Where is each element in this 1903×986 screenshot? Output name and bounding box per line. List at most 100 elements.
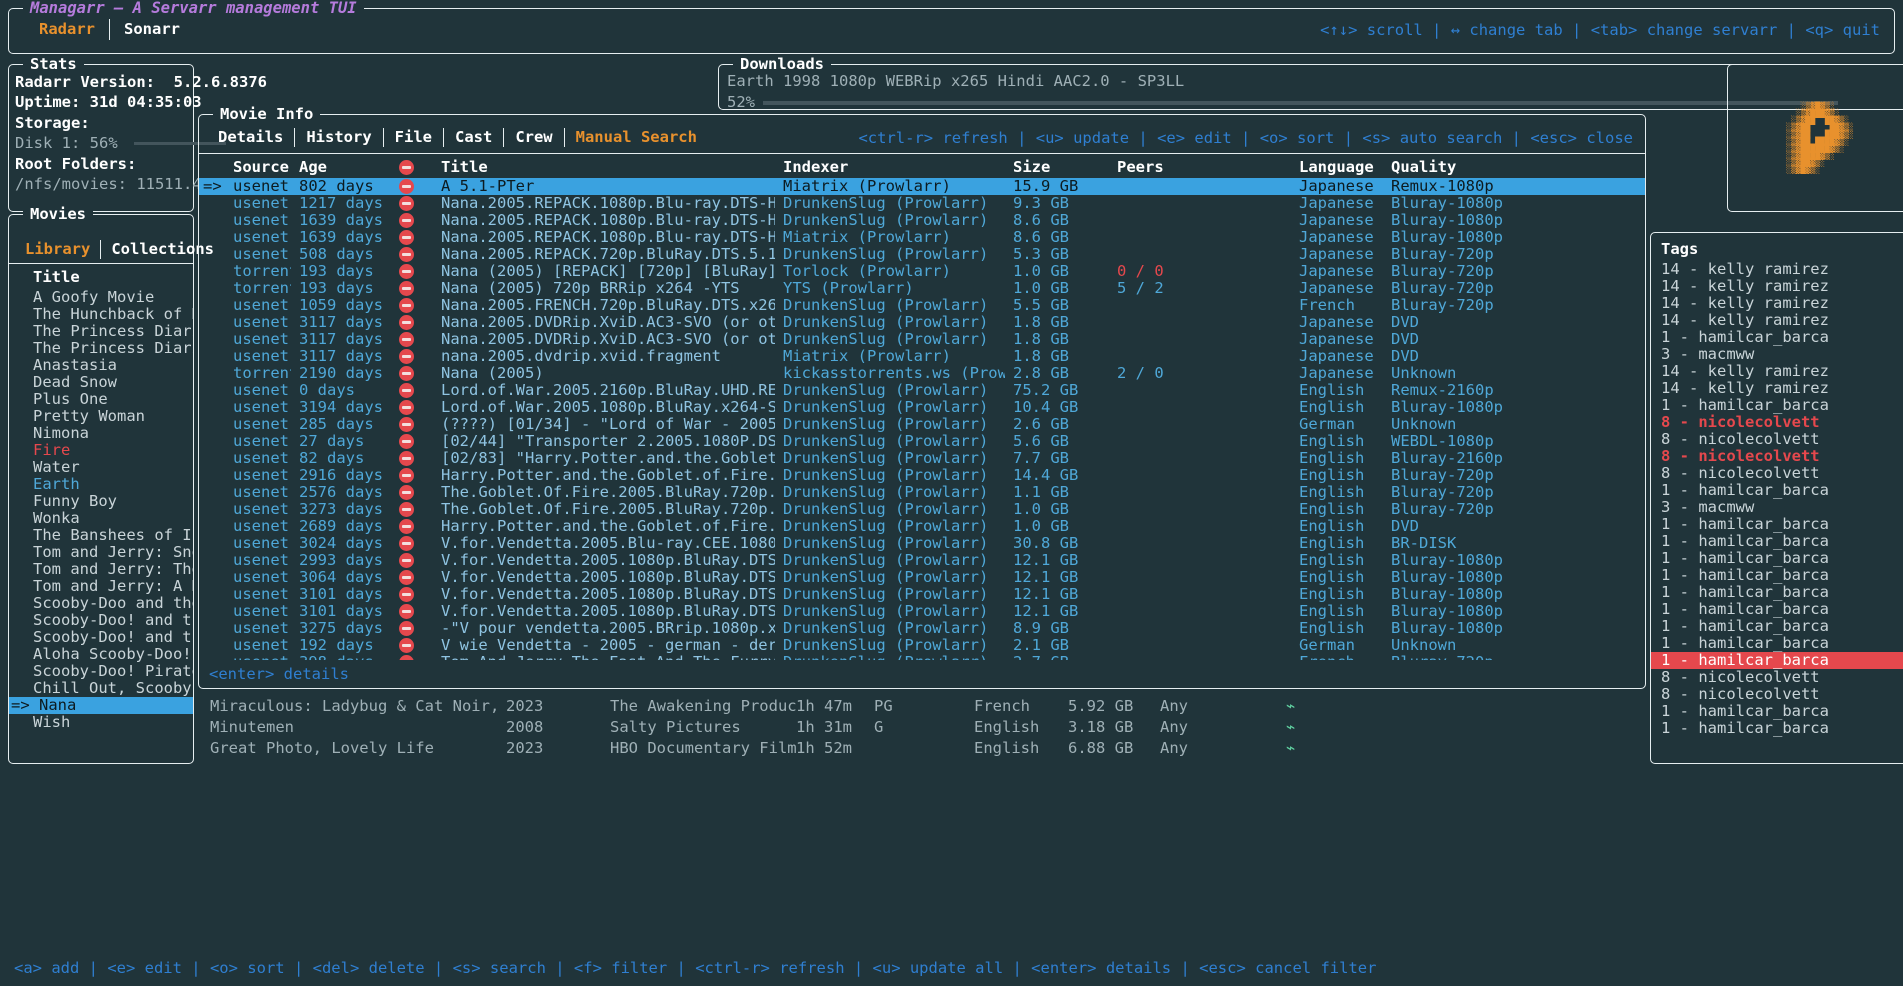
tag-list-item[interactable]: 1 - hamilcar_barca	[1661, 397, 1829, 414]
release-row[interactable]: usenet 3101 days V.for.Vendetta.2005.1080p…	[199, 586, 1645, 603]
release-row[interactable]: usenet 3024 days V.for.Vendetta.2005.Blu-r…	[199, 535, 1645, 552]
release-row[interactable]: usenet 2916 days Harry.Potter.and.the.Gobl…	[199, 467, 1645, 484]
tag-list-item[interactable]: 14 - kelly ramirez	[1661, 363, 1829, 380]
release-row[interactable]: usenet 2689 days Harry.Potter.and.the.Gobl…	[199, 518, 1645, 535]
tag-list-item[interactable]: 1 - hamilcar_barca	[1661, 601, 1829, 618]
tag-list-item[interactable]: 1 - hamilcar_barca	[1661, 516, 1829, 533]
tag-list-item[interactable]: 14 - kelly ramirez	[1661, 380, 1829, 397]
movie-list-item[interactable]: A Goofy Movie	[33, 289, 155, 307]
release-row[interactable]: usenet 1059 days Nana.2005.FRENCH.720p.Blu…	[199, 297, 1645, 314]
movie-list-item[interactable]: Pretty Woman	[33, 408, 145, 426]
movie-list-item[interactable]: The Hunchback of Notr	[33, 306, 193, 324]
tag-list-item[interactable]: 1 - hamilcar_barca	[1651, 652, 1903, 669]
movie-list-item[interactable]: Dead Snow	[33, 374, 117, 392]
col-title[interactable]: Title	[441, 158, 488, 176]
tag-list-item[interactable]: 14 - kelly ramirez	[1661, 312, 1829, 329]
release-row[interactable]: usenet 192 days V wie Vendetta - 2005 - ge…	[199, 637, 1645, 654]
tag-list-item[interactable]: 8 - nicolecolvett	[1661, 686, 1820, 703]
movie-list-item[interactable]: Wonka	[33, 510, 80, 528]
col-size[interactable]: Size	[1013, 158, 1051, 176]
release-row[interactable]: usenet 82 days [02/83] "Harry.Potter.and.t…	[199, 450, 1645, 467]
release-row[interactable]: usenet 27 days [02/44] "Transporter 2.2005…	[199, 433, 1645, 450]
tab-manual-search[interactable]: Manual Search	[575, 128, 697, 146]
tab-history[interactable]: History	[306, 128, 372, 146]
col-quality[interactable]: Quality	[1391, 158, 1457, 176]
tag-list-item[interactable]: 8 - nicolecolvett	[1661, 414, 1820, 431]
movie-list-item[interactable]: The Princess Diaries	[33, 340, 193, 358]
tag-list-item[interactable]: 8 - nicolecolvett	[1661, 431, 1820, 448]
movie-list-item[interactable]: Aloha Scooby-Doo!	[33, 646, 192, 664]
tab-crew[interactable]: Crew	[515, 128, 553, 146]
release-row[interactable]: usenet398 days Tom.And.Jerry.The.Fast.And…	[199, 654, 1645, 660]
release-row[interactable]: usenet 1639 days Nana.2005.REPACK.1080p.Bl…	[199, 212, 1645, 229]
release-row[interactable]: usenet 3117 days Nana.2005.DVDRip.XviD.AC3…	[199, 314, 1645, 331]
movie-list-item[interactable]: Water	[33, 459, 80, 477]
release-row[interactable]: usenet 1217 days Nana.2005.REPACK.1080p.Bl…	[199, 195, 1645, 212]
movie-list-item[interactable]: Earth	[33, 476, 80, 494]
release-row[interactable]: usenet 3064 days V.for.Vendetta.2005.1080p…	[199, 569, 1645, 586]
tab-details[interactable]: Details	[218, 128, 284, 146]
release-row[interactable]: usenet 3101 days V.for.Vendetta.2005.1080p…	[199, 603, 1645, 620]
movie-list-item[interactable]: => Nana	[9, 697, 193, 715]
col-language[interactable]: Language	[1299, 158, 1374, 176]
library-table-row[interactable]: Minutemen 2008 Salty Pictures 1h 31m G Englis…	[210, 717, 1640, 738]
subtab-collections[interactable]: Collections	[111, 240, 214, 258]
tab-cast[interactable]: Cast	[454, 128, 493, 146]
tag-list-item[interactable]: 1 - hamilcar_barca	[1661, 567, 1829, 584]
release-row[interactable]: usenet 3273 days The.Goblet.Of.Fire.2005.B…	[199, 501, 1645, 518]
tag-list-item[interactable]: 1 - hamilcar_barca	[1661, 584, 1829, 601]
col-age[interactable]: Age	[299, 158, 327, 176]
movie-list-item[interactable]: Scooby-Doo! and the L	[33, 612, 193, 630]
tag-list-item[interactable]: 1 - hamilcar_barca	[1661, 720, 1829, 737]
movie-list-item[interactable]: Anastasia	[33, 357, 117, 375]
release-row[interactable]: => usenet 802 days A 5.1-PTer Miatrix (Prowl…	[199, 178, 1645, 195]
tag-list-item[interactable]: 14 - kelly ramirez	[1661, 261, 1829, 278]
movie-list-item[interactable]: Tom and Jerry: The Fa	[33, 561, 193, 579]
release-row[interactable]: usenet 0 days Lord.of.War.2005.2160p.BluRa…	[199, 382, 1645, 399]
movie-list-item[interactable]: Chill Out, Scooby-Doo	[33, 680, 193, 698]
library-table-row[interactable]: Great Photo, Lovely Life 2023 HBO Document…	[210, 738, 1640, 759]
movie-list-item[interactable]: Scooby-Doo and the Al	[33, 595, 193, 613]
movie-list-item[interactable]: Plus One	[33, 391, 108, 409]
release-row[interactable]: usenet 2576 days The.Goblet.Of.Fire.2005.B…	[199, 484, 1645, 501]
release-row[interactable]: usenet 2993 days V.for.Vendetta.2005.1080p…	[199, 552, 1645, 569]
release-row[interactable]: usenet 3117 days Nana.2005.DVDRip.XviD.AC3…	[199, 331, 1645, 348]
col-indexer[interactable]: Indexer	[783, 158, 849, 176]
movie-list-item[interactable]: The Princess Diaries	[33, 323, 193, 341]
tag-list-item[interactable]: 1 - hamilcar_barca	[1661, 329, 1829, 346]
col-source[interactable]: Source ▼	[233, 158, 291, 176]
movie-list-item[interactable]: Tom and Jerry: Snowma	[33, 544, 193, 562]
release-row[interactable]: usenet 508 days Nana.2005.REPACK.720p.BluR…	[199, 246, 1645, 263]
movie-list-item[interactable]: Scooby-Doo! and the M	[33, 629, 193, 647]
tab-sonarr[interactable]: Sonarr	[124, 20, 180, 39]
tag-list-item[interactable]: 14 - kelly ramirez	[1661, 295, 1829, 312]
library-table-row[interactable]: Miraculous: Ladybug & Cat Noir, The Movi…	[210, 696, 1640, 717]
tab-radarr[interactable]: Radarr	[39, 20, 95, 39]
tag-list-item[interactable]: 1 - hamilcar_barca	[1661, 482, 1829, 499]
tab-file[interactable]: File	[394, 128, 432, 146]
release-row[interactable]: usenet 285 days (????) [01/34] - "Lord of …	[199, 416, 1645, 433]
release-table[interactable]: Source ▼ Age Title Indexer Size Peers Language…	[199, 157, 1645, 660]
tag-list-item[interactable]: 8 - nicolecolvett	[1661, 669, 1820, 686]
tag-list-item[interactable]: 1 - hamilcar_barca	[1661, 703, 1829, 720]
tag-list-item[interactable]: 1 - hamilcar_barca	[1661, 618, 1829, 635]
subtab-library[interactable]: Library	[25, 240, 91, 258]
tag-list-item[interactable]: 1 - hamilcar_barca	[1661, 533, 1829, 550]
movie-list-item[interactable]: Nimona	[33, 425, 89, 443]
tag-list-item[interactable]: 8 - nicolecolvett	[1661, 448, 1820, 465]
tag-list-item[interactable]: 1 - hamilcar_barca	[1661, 550, 1829, 567]
movie-list-item[interactable]: Funny Boy	[33, 493, 117, 511]
library-table[interactable]: Miraculous: Ladybug & Cat Noir, The Movi…	[210, 696, 1640, 762]
tag-list-item[interactable]: 3 - macmww	[1661, 499, 1755, 516]
movie-list-item[interactable]: The Banshees of Inish	[33, 527, 193, 545]
movie-list-item[interactable]: Fire	[33, 442, 71, 460]
tag-list-item[interactable]: 8 - nicolecolvett	[1661, 465, 1820, 482]
tag-list[interactable]: 14 - kelly ramirez 14 - kelly ramirez 14 -…	[1651, 261, 1903, 761]
col-peers[interactable]: Peers	[1117, 158, 1164, 176]
release-row[interactable]: usenet 1639 days Nana.2005.REPACK.1080p.Bl…	[199, 229, 1645, 246]
release-row[interactable]: torrent 193 days Nana (2005) 720p BRRip x2…	[199, 280, 1645, 297]
tag-list-item[interactable]: 1 - hamilcar_barca	[1661, 635, 1829, 652]
movie-list-item[interactable]: Tom and Jerry: A Nutc	[33, 578, 193, 596]
release-row[interactable]: usenet 3194 days Lord.of.War.2005.1080p.Bl…	[199, 399, 1645, 416]
